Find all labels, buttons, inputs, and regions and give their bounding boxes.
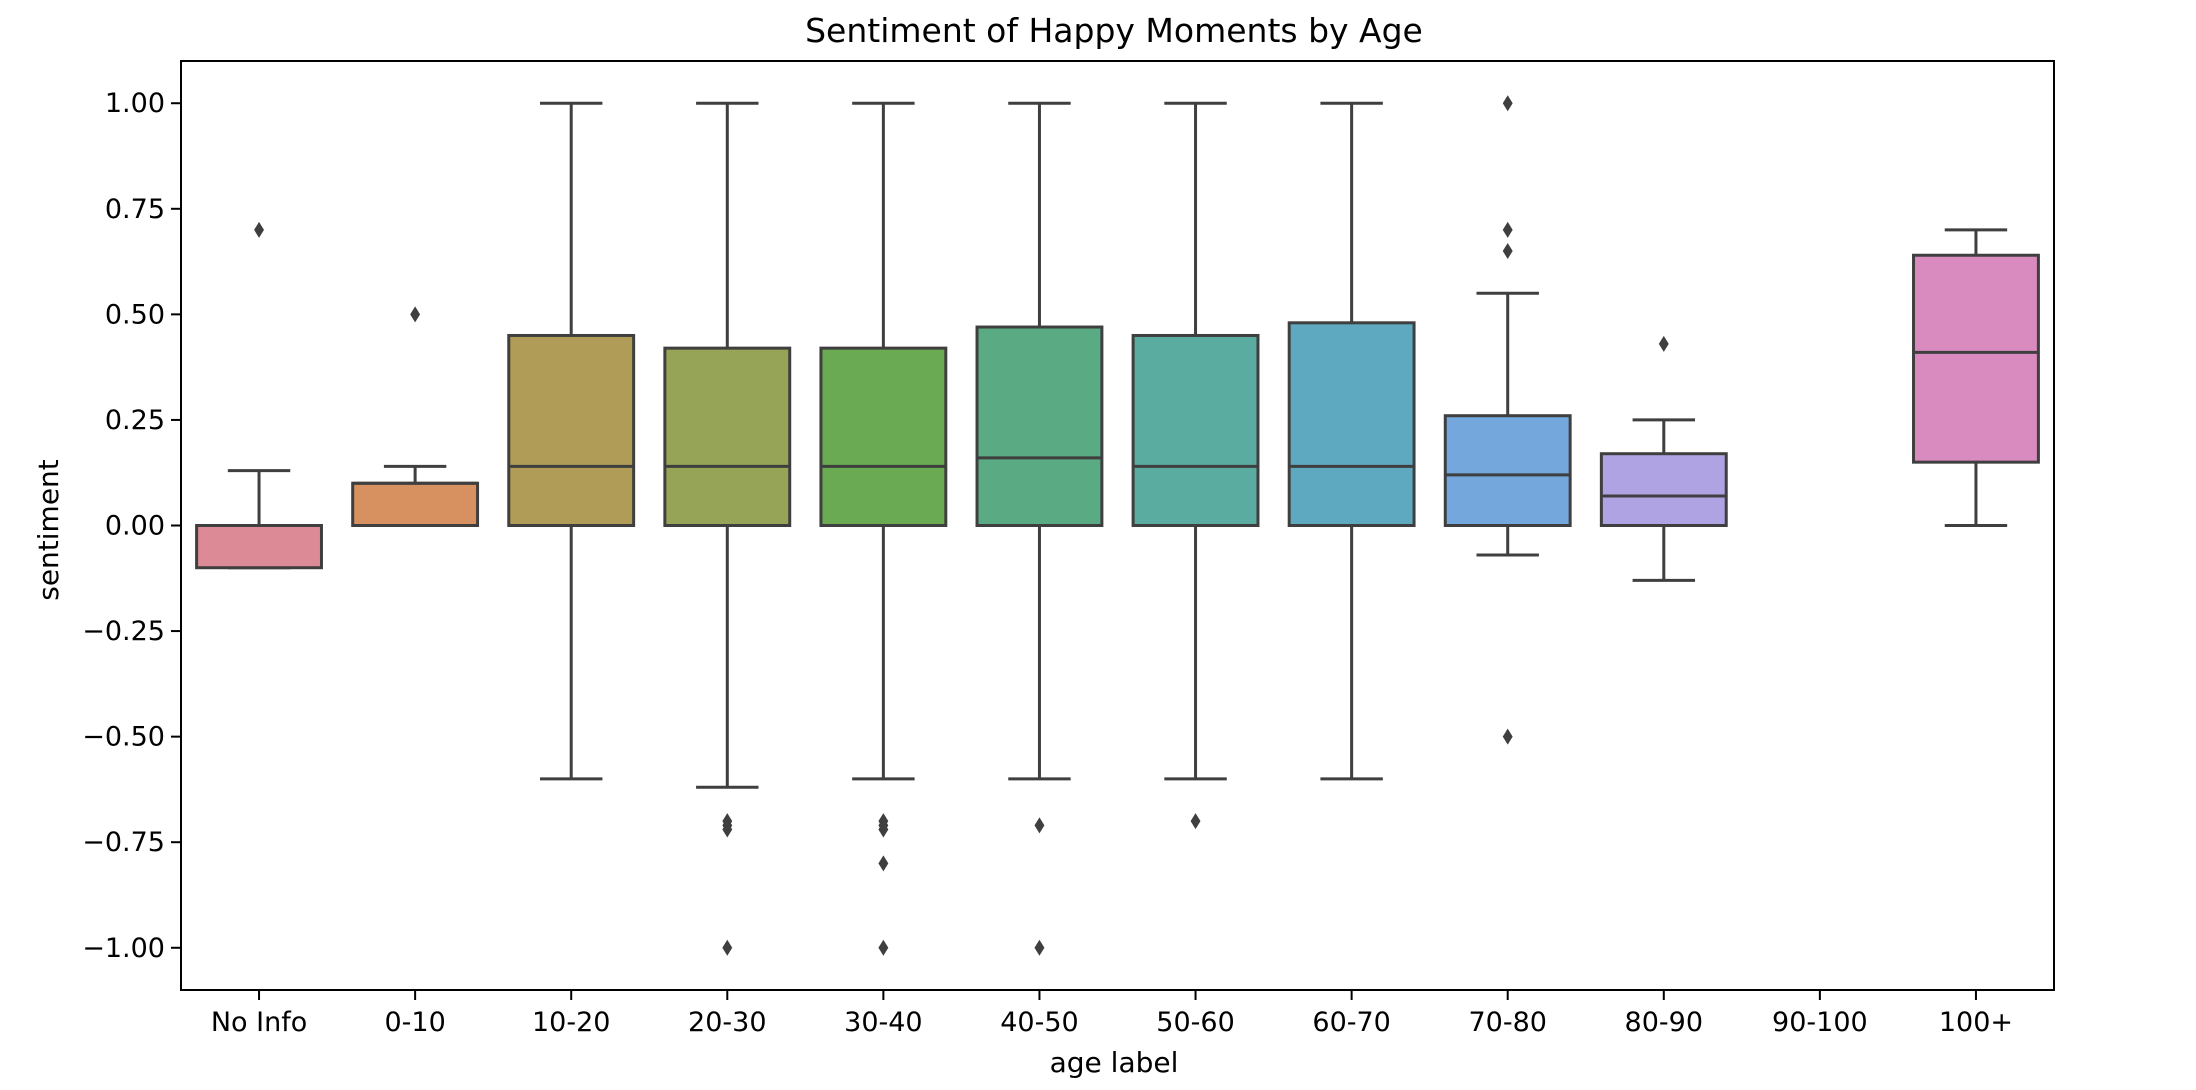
box-group xyxy=(977,103,1102,956)
box-group xyxy=(1601,336,1726,580)
x-tick-label: No Info xyxy=(211,1007,307,1038)
box-group xyxy=(821,103,946,956)
y-tick-label: −0.75 xyxy=(82,827,165,858)
x-tick-label: 20-30 xyxy=(688,1007,766,1038)
y-axis-label: sentiment xyxy=(32,459,65,601)
y-tick-label: 0.50 xyxy=(105,299,165,330)
outlier-point xyxy=(722,940,732,956)
box-body xyxy=(1445,416,1570,526)
outlier-point xyxy=(254,222,264,238)
x-tick-label: 10-20 xyxy=(532,1007,610,1038)
box-body xyxy=(197,526,322,568)
box-body xyxy=(509,335,634,525)
x-tick-label: 60-70 xyxy=(1312,1007,1390,1038)
y-axis: 1.00 0.75 0.50 0.25 0.00 −0.25 −0.50 −0.75 −1.00 xyxy=(82,88,181,964)
box-group xyxy=(1914,230,2039,526)
outlier-point xyxy=(1503,222,1513,238)
box-group xyxy=(1289,103,1414,779)
box-group xyxy=(509,103,634,779)
x-tick-label: 40-50 xyxy=(1000,1007,1078,1038)
box-body xyxy=(1289,323,1414,526)
outlier-point xyxy=(1191,813,1201,829)
y-tick-label: 1.00 xyxy=(105,88,165,119)
x-tick-label: 70-80 xyxy=(1468,1007,1546,1038)
x-tick-label: 90-100 xyxy=(1772,1007,1868,1038)
y-tick-label: 0.75 xyxy=(105,194,165,225)
box-body xyxy=(1914,255,2039,462)
x-axis-label: age label xyxy=(1050,1046,1179,1079)
outlier-point xyxy=(1034,817,1044,833)
box-group xyxy=(1133,103,1258,829)
x-tick-label: 100+ xyxy=(1939,1007,2013,1038)
x-tick-label: 50-60 xyxy=(1156,1007,1234,1038)
y-tick-label: 0.25 xyxy=(105,405,165,436)
outlier-point xyxy=(1503,95,1513,111)
outlier-point xyxy=(878,855,888,871)
box-group xyxy=(1445,95,1570,744)
box-body xyxy=(353,483,478,525)
box-group xyxy=(665,103,790,956)
chart-title: Sentiment of Happy Moments by Age xyxy=(805,11,1423,50)
box-body xyxy=(821,348,946,525)
box-body xyxy=(665,348,790,525)
x-tick-label: 80-90 xyxy=(1625,1007,1703,1038)
y-tick-label: −0.50 xyxy=(82,722,165,753)
outlier-point xyxy=(1659,336,1669,352)
outlier-point xyxy=(1503,243,1513,259)
x-axis: No Info 0-10 10-20 20-30 30-40 40-50 50-60 60-7… xyxy=(211,990,2013,1038)
box-body xyxy=(1601,454,1726,526)
x-tick-label: 30-40 xyxy=(844,1007,922,1038)
y-tick-label: 0.00 xyxy=(105,511,165,542)
y-tick-label: −1.00 xyxy=(82,933,165,964)
outlier-point xyxy=(1034,940,1044,956)
y-tick-label: −0.25 xyxy=(82,616,165,647)
outlier-point xyxy=(410,306,420,322)
box-group xyxy=(197,222,322,568)
box-body xyxy=(977,327,1102,525)
x-tick-label: 0-10 xyxy=(384,1007,445,1038)
box-series xyxy=(197,95,2039,956)
box-body xyxy=(1133,335,1258,525)
box-group xyxy=(353,306,478,525)
outlier-point xyxy=(878,940,888,956)
outlier-point xyxy=(1503,729,1513,745)
